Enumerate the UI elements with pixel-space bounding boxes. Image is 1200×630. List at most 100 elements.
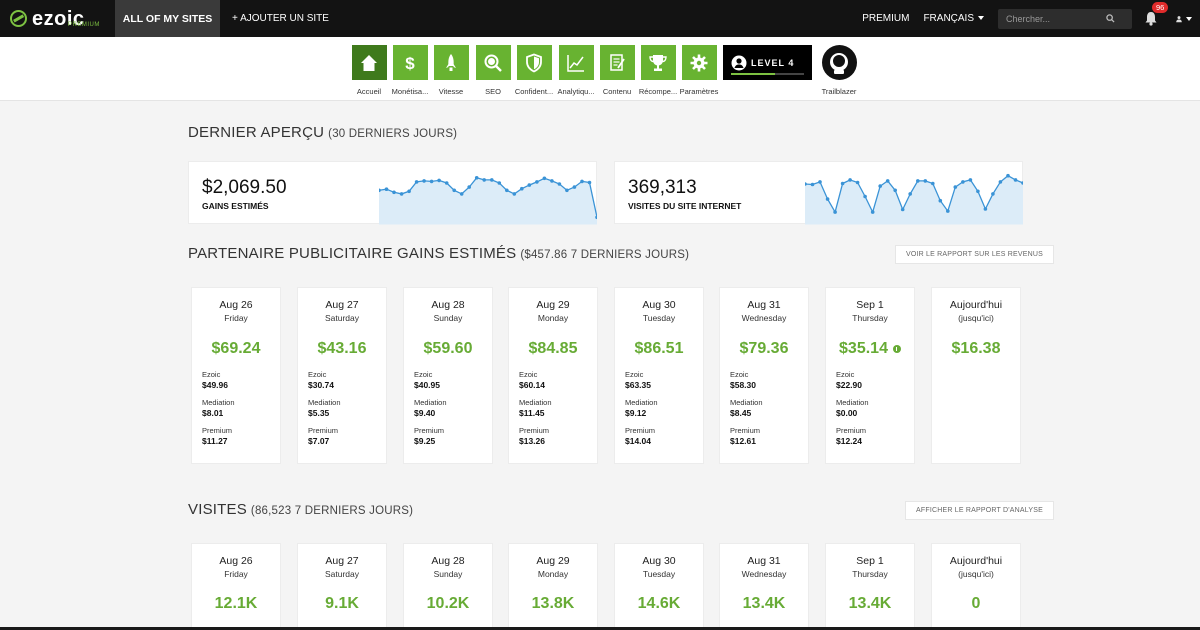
notifications-button[interactable]: 96 bbox=[1144, 1, 1169, 27]
day-earnings-total: $43.16 bbox=[298, 339, 386, 359]
visits-day-card[interactable]: Aug 31 Wednesday 13.4K bbox=[719, 543, 809, 630]
partner-day-card[interactable]: Aug 26 Friday $69.24 Ezoic $49.96 Mediation $8… bbox=[191, 287, 281, 464]
ezoic-logo[interactable]: ezoic PREMIUM bbox=[0, 0, 115, 37]
breakdown-row: Premium $12.61 bbox=[730, 426, 808, 446]
day-weekday: Friday bbox=[224, 313, 248, 323]
earnings-amount: $16.38 bbox=[951, 340, 1001, 357]
visits-day-card[interactable]: Aug 28 Sunday 10.2K bbox=[403, 543, 493, 630]
partner-day-card[interactable]: Aug 27 Saturday $43.16 Ezoic $30.74 Mediation… bbox=[297, 287, 387, 464]
tool-privacy[interactable]: Confident... bbox=[508, 45, 560, 96]
visits-day-card[interactable]: Aug 29 Monday 13.8K bbox=[508, 543, 598, 630]
partner-day-card[interactable]: Aug 30 Tuesday $86.51 Ezoic $63.35 Mediation $… bbox=[614, 287, 704, 464]
breakdown-label: Premium bbox=[836, 426, 867, 435]
earnings-spark-point bbox=[437, 178, 441, 183]
svg-text:$: $ bbox=[405, 54, 415, 73]
breakdown-row: Ezoic $30.74 bbox=[308, 370, 386, 390]
earnings-spark-point bbox=[422, 179, 426, 183]
day-date: Sep 1 bbox=[856, 555, 884, 567]
day-date: Aug 28 bbox=[431, 555, 465, 567]
earnings-spark-point bbox=[414, 180, 419, 184]
breakdown-value: $9.12 bbox=[625, 408, 647, 418]
breakdown-row: Ezoic $22.90 bbox=[836, 370, 914, 390]
earnings-sparkline bbox=[379, 176, 597, 225]
partner-day-card[interactable]: Sep 1 Thursday $35.14 Ezoic $22.90 Mediation $… bbox=[825, 287, 915, 464]
notification-badge: 96 bbox=[1152, 1, 1169, 13]
partner-day-card[interactable]: Aug 31 Wednesday $79.36 Ezoic $58.30 Mediatio… bbox=[719, 287, 809, 464]
breakdown-value: $12.61 bbox=[730, 436, 756, 446]
user-menu[interactable] bbox=[1176, 11, 1192, 27]
visits-spark-point bbox=[848, 178, 852, 182]
search-input[interactable] bbox=[1006, 13, 1106, 24]
visits-spark-point bbox=[961, 180, 965, 184]
visits-spark-point bbox=[953, 185, 958, 189]
tool-label: Monétisa... bbox=[391, 87, 429, 96]
partner-title: PARTENAIRE PUBLICITAIRE GAINS ESTIMÉS bbox=[188, 245, 517, 262]
breakdown-value: $22.90 bbox=[836, 380, 862, 390]
tool-settings[interactable]: Paramètres bbox=[673, 45, 725, 96]
earnings-spark-point bbox=[595, 215, 597, 220]
earnings-spark-point bbox=[407, 189, 411, 194]
premium-link[interactable]: PREMIUM bbox=[862, 13, 910, 24]
earnings-overview-card[interactable]: $2,069.50 GAINS ESTIMÉS bbox=[188, 161, 597, 225]
earnings-spark-area bbox=[379, 177, 597, 225]
day-weekday: Saturday bbox=[324, 313, 360, 323]
ezoic-logo-icon bbox=[10, 10, 27, 27]
breakdown-row: Mediation $9.12 bbox=[625, 398, 703, 418]
info-icon[interactable] bbox=[892, 345, 901, 353]
day-earnings-total: $35.14 bbox=[826, 339, 914, 359]
analytics-report-button[interactable]: AFFICHER LE RAPPORT D'ANALYSE bbox=[905, 501, 1054, 520]
visits-day-card[interactable]: Aug 26 Friday 12.1K bbox=[191, 543, 281, 630]
breakdown-label: Ezoic bbox=[519, 370, 538, 379]
day-weekday: Friday bbox=[224, 569, 248, 579]
breakdown-value: $5.35 bbox=[308, 408, 330, 418]
earnings-amount: $43.16 bbox=[317, 340, 367, 357]
breakdown-label: Mediation bbox=[414, 398, 447, 407]
day-weekday: Monday bbox=[537, 313, 569, 323]
day-earnings-total: $84.85 bbox=[509, 339, 597, 359]
brand-name: ezoic bbox=[32, 7, 85, 30]
visits-today-card[interactable]: Aujourd'hui (jusqu'ici) 0 bbox=[931, 543, 1021, 630]
breakdown-value: $0.00 bbox=[836, 408, 858, 418]
visits-spark-point bbox=[900, 207, 905, 212]
visits-spark-point bbox=[833, 210, 837, 214]
language-selector[interactable]: FRANÇAIS bbox=[923, 13, 984, 24]
earnings-spark-point bbox=[444, 181, 449, 185]
earnings-spark-point bbox=[474, 176, 479, 180]
tool-monetization[interactable]: $ Monétisa... bbox=[384, 45, 436, 96]
visits-overview-card[interactable]: 369,313 VISITES DU SITE INTERNET bbox=[614, 161, 1023, 225]
breakdown-row: Mediation $5.35 bbox=[308, 398, 386, 418]
tool-home[interactable]: Accueil bbox=[343, 45, 395, 96]
day-visits-total: 9.1K bbox=[325, 595, 359, 612]
tool-analytics[interactable]: Analytiqu... bbox=[550, 45, 602, 96]
visits-day-card[interactable]: Aug 27 Saturday 9.1K bbox=[297, 543, 387, 630]
earnings-breakdown: Ezoic $22.90 Mediation $0.00 Premium $12.24 bbox=[826, 370, 914, 446]
bottom-edge bbox=[0, 627, 1200, 630]
breakdown-value: $9.25 bbox=[414, 436, 436, 446]
trailblazer-badge[interactable]: Trailblazer bbox=[817, 45, 861, 96]
tool-content[interactable]: Contenu bbox=[591, 45, 643, 96]
visits-day-card[interactable]: Sep 1 Thursday 13.4K bbox=[825, 543, 915, 630]
home-icon bbox=[361, 54, 377, 71]
level-badge[interactable]: LEVEL 4 bbox=[723, 45, 812, 80]
tool-rewards[interactable]: Récompe... bbox=[632, 45, 684, 96]
breakdown-row: Premium $11.27 bbox=[202, 426, 280, 446]
day-earnings-total: $59.60 bbox=[404, 339, 492, 359]
partner-today-card[interactable]: Aujourd'hui (jusqu'ici) $16.38 bbox=[931, 287, 1021, 464]
add-site-link[interactable]: + AJOUTER UN SITE bbox=[232, 13, 329, 24]
tool-speed[interactable]: Vitesse bbox=[425, 45, 477, 96]
partner-day-card[interactable]: Aug 29 Monday $84.85 Ezoic $60.14 Mediation $1… bbox=[508, 287, 598, 464]
breakdown-label: Ezoic bbox=[308, 370, 327, 379]
partner-day-card[interactable]: Aug 28 Sunday $59.60 Ezoic $40.95 Mediation $9… bbox=[403, 287, 493, 464]
visits-label: VISITES DU SITE INTERNET bbox=[628, 201, 742, 211]
breakdown-row: Premium $12.24 bbox=[836, 426, 914, 446]
revenue-report-button[interactable]: VOIR LE RAPPORT SUR LES REVENUS bbox=[895, 245, 1055, 264]
day-date: Aug 30 bbox=[642, 299, 676, 311]
breakdown-row: Mediation $8.45 bbox=[730, 398, 808, 418]
visits-day-card[interactable]: Aug 30 Tuesday 14.6K bbox=[614, 543, 704, 630]
earnings-spark-point bbox=[550, 179, 554, 183]
nav-all-sites[interactable]: ALL OF MY SITES bbox=[115, 0, 220, 37]
tool-seo[interactable]: SEO bbox=[467, 45, 519, 96]
partner-subtitle: ($457.86 7 DERNIERS JOURS) bbox=[520, 249, 690, 261]
visits-spark-point bbox=[840, 181, 845, 186]
search-icon[interactable] bbox=[1106, 14, 1115, 23]
